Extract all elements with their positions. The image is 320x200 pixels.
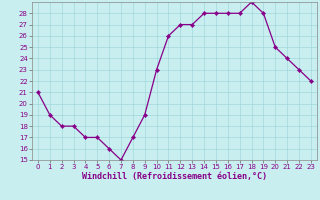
X-axis label: Windchill (Refroidissement éolien,°C): Windchill (Refroidissement éolien,°C) bbox=[82, 172, 267, 181]
